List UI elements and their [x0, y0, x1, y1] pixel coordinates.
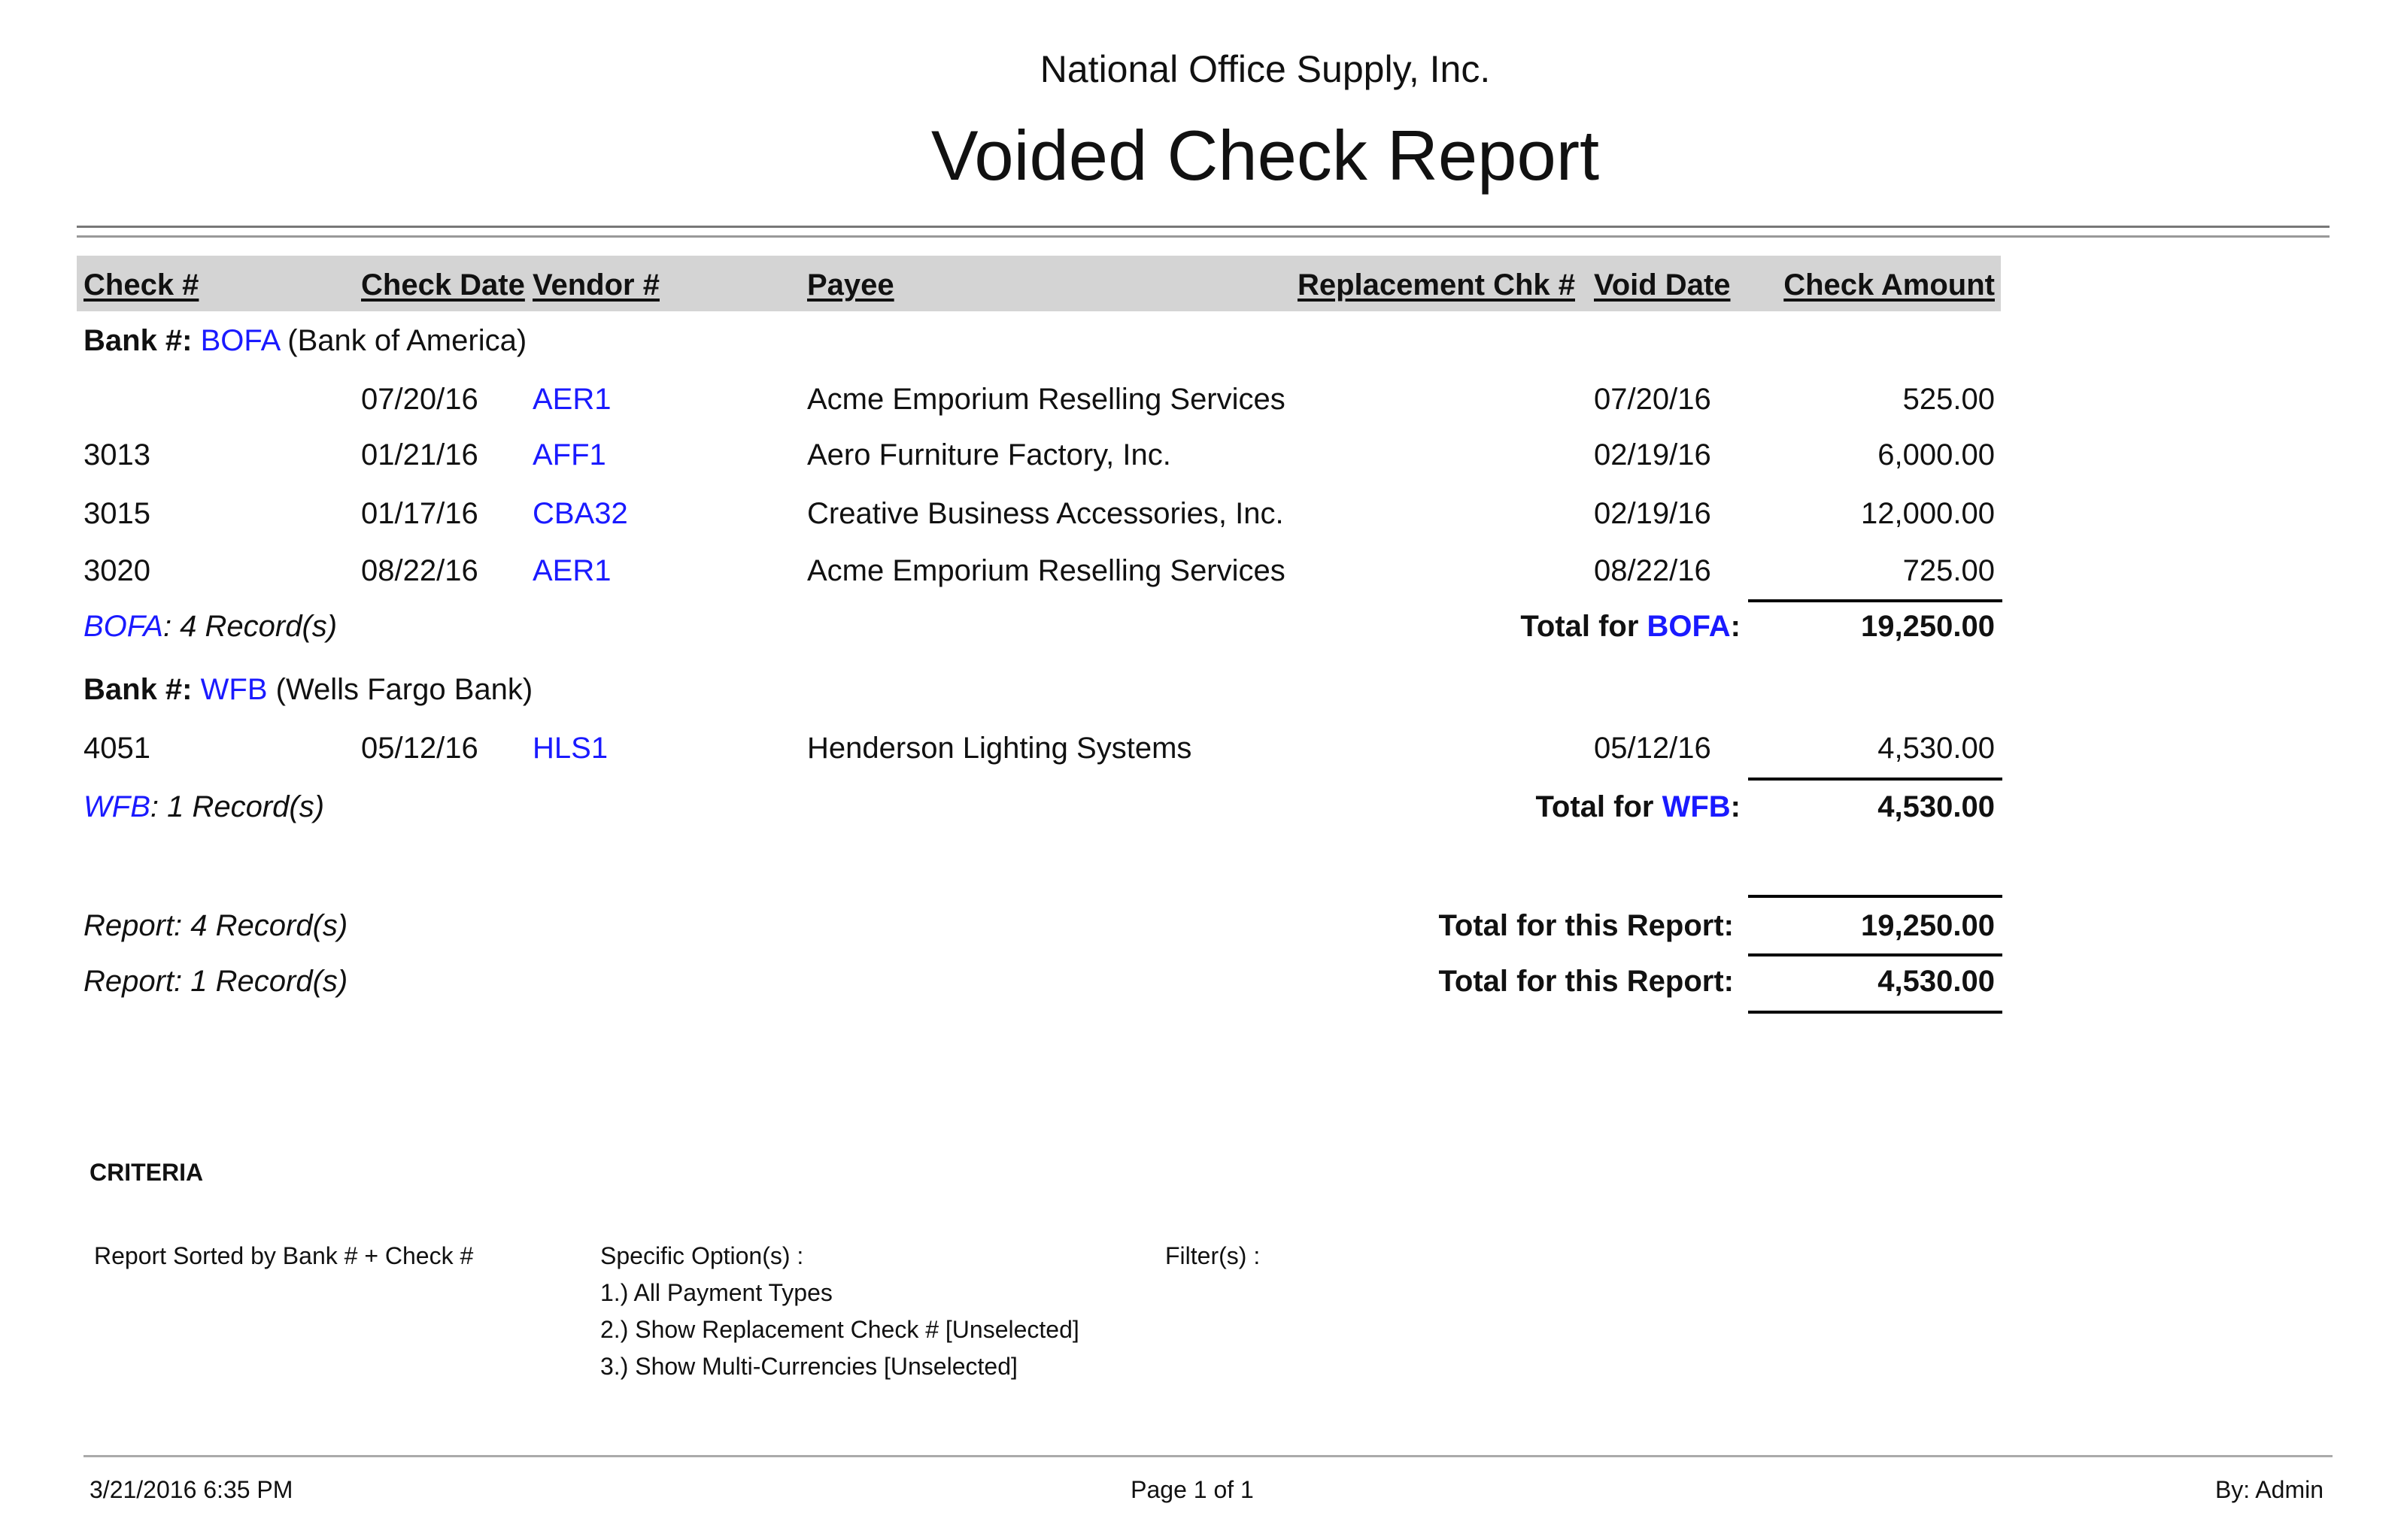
- criteria-option: 1.) All Payment Types: [600, 1279, 833, 1306]
- wfb-total: 4,530.00: [1877, 790, 1995, 823]
- bank-code-link[interactable]: BOFA: [83, 610, 163, 643]
- vendor-link[interactable]: AER1: [533, 383, 612, 416]
- col-check-amount[interactable]: Check Amount: [1783, 268, 1995, 302]
- report-total: 4,530.00: [1877, 965, 1995, 998]
- bank-code-link[interactable]: WFB: [1662, 790, 1731, 823]
- report-record-count: Report: 4 Record(s): [83, 909, 348, 942]
- criteria-heading: CRITERIA: [90, 1159, 204, 1186]
- col-replacement-chk[interactable]: Replacement Chk #: [1297, 268, 1575, 302]
- check-amount: 4,530.00: [1877, 732, 1995, 765]
- check-no: 3015: [83, 497, 150, 530]
- record-count: : 1 Record(s): [150, 790, 325, 823]
- report-record-count: Report: 1 Record(s): [83, 965, 348, 998]
- check-no: 3013: [83, 438, 150, 471]
- total-label: Total for: [1535, 790, 1662, 823]
- bank-name: (Wells Fargo Bank): [275, 673, 533, 706]
- payee: Henderson Lighting Systems: [807, 732, 1192, 765]
- bank-code-link[interactable]: BOFA: [200, 324, 280, 357]
- criteria-option: 3.) Show Multi-Currencies [Unselected]: [600, 1353, 1018, 1380]
- col-payee[interactable]: Payee: [807, 268, 894, 302]
- bank-name: (Bank of America): [287, 324, 527, 357]
- bofa-record-count: BOFA: 4 Record(s): [83, 611, 337, 641]
- void-date: 05/12/16: [1594, 732, 1711, 765]
- report-total-label: Total for this Report:: [1438, 965, 1734, 998]
- subtotal-rule: [1748, 778, 2002, 781]
- check-amount: 525.00: [1902, 383, 1995, 416]
- footer-datetime: 3/21/2016 6:35 PM: [90, 1476, 293, 1503]
- total-label: Total for: [1520, 610, 1647, 643]
- bank-label: Bank #:: [83, 673, 193, 706]
- report-total-rule: [1748, 1011, 2002, 1014]
- report-total-label: Total for this Report:: [1438, 909, 1734, 942]
- vendor-link[interactable]: HLS1: [533, 732, 609, 765]
- vendor-link[interactable]: AER1: [533, 554, 612, 587]
- header-divider-top: [77, 226, 2330, 228]
- company-name: National Office Supply, Inc.: [1040, 48, 1491, 90]
- check-date: 05/12/16: [361, 732, 478, 765]
- record-count: : 4 Record(s): [162, 610, 338, 643]
- wfb-total-label: Total for WFB:: [1535, 790, 1741, 823]
- col-void-date[interactable]: Void Date: [1594, 268, 1731, 302]
- vendor-link[interactable]: CBA32: [533, 497, 628, 530]
- check-date: 01/21/16: [361, 438, 478, 471]
- payee: Aero Furniture Factory, Inc.: [807, 438, 1171, 471]
- check-date: 08/22/16: [361, 554, 478, 587]
- footer-divider: [83, 1455, 2333, 1457]
- criteria-option: 2.) Show Replacement Check # [Unselected…: [600, 1316, 1079, 1343]
- bank-code-link[interactable]: WFB: [200, 673, 268, 706]
- check-amount: 12,000.00: [1861, 497, 1995, 530]
- check-no: 3020: [83, 554, 150, 587]
- void-date: 08/22/16: [1594, 554, 1711, 587]
- payee: Creative Business Accessories, Inc.: [807, 497, 1284, 530]
- bofa-total: 19,250.00: [1861, 610, 1995, 643]
- void-date: 07/20/16: [1594, 383, 1711, 416]
- col-vendor-no[interactable]: Vendor #: [533, 268, 660, 302]
- column-header-band: [77, 256, 2001, 311]
- bank-code-link[interactable]: WFB: [83, 790, 150, 823]
- check-date: 07/20/16: [361, 383, 478, 416]
- report-title: Voided Check Report: [930, 116, 1600, 195]
- footer-by: By: Admin: [2214, 1476, 2324, 1503]
- vendor-link[interactable]: AFF1: [533, 438, 606, 471]
- bank-label: Bank #:: [83, 324, 193, 357]
- report-total: 19,250.00: [1861, 909, 1995, 942]
- col-check-date[interactable]: Check Date: [361, 268, 525, 302]
- footer-page: Page 1 of 1: [1131, 1476, 1254, 1503]
- void-date: 02/19/16: [1594, 438, 1711, 471]
- criteria-sorted: Report Sorted by Bank # + Check #: [94, 1242, 474, 1269]
- report-total-rule: [1748, 895, 2002, 898]
- wfb-record-count: WFB: 1 Record(s): [83, 792, 324, 822]
- check-date: 01/17/16: [361, 497, 478, 530]
- check-amount: 6,000.00: [1877, 438, 1995, 471]
- criteria-options-label: Specific Option(s) :: [600, 1242, 804, 1269]
- report-total-rule: [1748, 953, 2002, 956]
- subtotal-rule: [1748, 599, 2002, 602]
- bank-code-link[interactable]: BOFA: [1647, 610, 1731, 643]
- payee: Acme Emporium Reselling Services: [807, 383, 1285, 416]
- col-check-no[interactable]: Check #: [83, 268, 199, 302]
- void-date: 02/19/16: [1594, 497, 1711, 530]
- payee: Acme Emporium Reselling Services: [807, 554, 1285, 587]
- header-divider-bottom: [77, 235, 2330, 238]
- bofa-total-label: Total for BOFA:: [1520, 610, 1741, 643]
- bank-header-bofa: Bank #: BOFA (Bank of America): [83, 326, 527, 356]
- bank-header-wfb: Bank #: WFB (Wells Fargo Bank): [83, 675, 533, 705]
- check-no: 4051: [83, 732, 150, 765]
- criteria-filters-label: Filter(s) :: [1165, 1242, 1261, 1269]
- check-amount: 725.00: [1902, 554, 1995, 587]
